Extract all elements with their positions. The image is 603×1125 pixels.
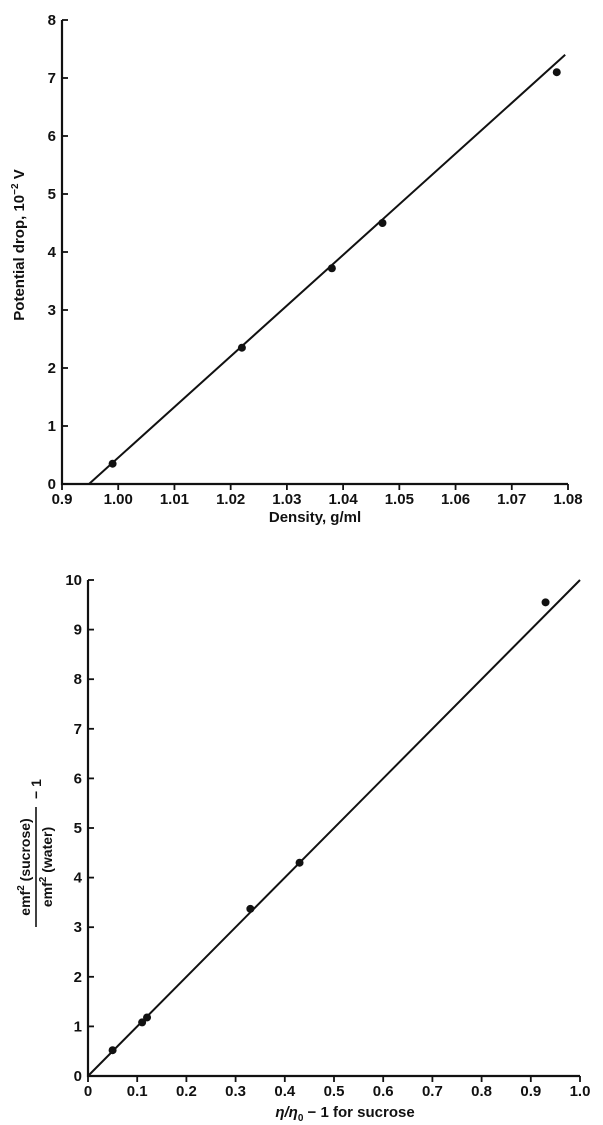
chart2-y-tick-label: 7: [74, 721, 82, 738]
chart1-x-tick-label: 1.07: [497, 491, 526, 508]
chart2-y-tick-label: 6: [74, 770, 82, 787]
chart1-y-tick-label: 7: [48, 70, 56, 87]
chart1-data-point: [327, 264, 336, 273]
chart2-x-tick-label: 0.7: [422, 1083, 443, 1100]
chart1-y-tick-label: 4: [48, 244, 57, 261]
chart2-x-axis-title: η/η0 − 1 for sucrose: [275, 1104, 414, 1124]
chart2-x-tick-label: 0.1: [127, 1083, 148, 1100]
chart2-data-point: [246, 904, 255, 913]
chart2-y-tick-label: 0: [74, 1068, 82, 1085]
chart1-x-tick-label: 1.03: [272, 491, 301, 508]
chart2-x-axis-title-subscript: 0: [298, 1113, 304, 1124]
chart1-y-tick-label: 8: [48, 12, 56, 29]
chart2-fit-line: [87, 579, 581, 1077]
chart2-y-tick-label: 9: [74, 622, 82, 639]
chart1-x-axis-title: Density, g/ml: [269, 509, 361, 526]
chart1-fit-line: [88, 54, 566, 485]
chart2-y-den-exponent: 2: [38, 876, 49, 882]
chart2-x-tick-label: 0.6: [373, 1083, 394, 1100]
chart-density-potential-drop: Density, g/ml Potential drop, 10−2 V 0 1 2…: [10, 12, 583, 526]
chart2-y-tick-label: 10: [65, 572, 82, 589]
chart2-x-tick-label: 0: [84, 1083, 92, 1100]
chart1-x-tick-label: 1.06: [441, 491, 470, 508]
chart2-y-num-exponent: 2: [16, 885, 27, 891]
chart1-x-tick-label: 1.01: [160, 491, 189, 508]
chart2-data-point: [295, 858, 304, 867]
chart1-y-axis-title-unit: V: [11, 169, 28, 183]
chart2-y-tick-label: 1: [74, 1018, 82, 1035]
chart2-x-axis-title-base: η/η: [275, 1104, 298, 1121]
chart2-data-point: [108, 1046, 117, 1055]
chart2-x-tick-label: 0.5: [324, 1083, 345, 1100]
chart2-y-num-base: emf: [17, 890, 33, 915]
chart2-x-tick-label: 1.0: [570, 1083, 591, 1100]
chart2-data-point: [143, 1013, 152, 1022]
chart2-y-tick-label: 4: [74, 870, 83, 887]
chart-viscosity-emf: η/η0 − 1 for sucrose emf2 (sucrose) emf2…: [16, 572, 590, 1124]
chart1-data-point: [378, 219, 387, 227]
chart2-y-num-rest: (sucrose): [17, 818, 33, 885]
chart2-y-axis-title: emf2 (sucrose) emf2 (water) − 1: [16, 779, 55, 927]
chart1-x-tick-label: 1.02: [216, 491, 245, 508]
chart1-x-tick-label: 1.08: [553, 491, 582, 508]
chart1-y-tick-label: 2: [48, 360, 56, 377]
chart1-y-axis-title: Potential drop, 10−2 V: [10, 169, 28, 320]
chart2-data-point: [541, 598, 550, 607]
chart2-y-tick-label: 8: [74, 671, 82, 688]
chart2-x-tick-label: 0.4: [274, 1083, 296, 1100]
chart1-x-tick-label: 0.9: [52, 491, 73, 508]
chart1-y-tick-label: 3: [48, 302, 56, 319]
chart2-y-tick-label: 5: [74, 820, 82, 837]
chart1-y-tick-label: 1: [48, 418, 56, 435]
chart1-data-point: [552, 68, 561, 77]
chart1-x-tick-label: 1.05: [385, 491, 414, 508]
chart2-x-tick-label: 0.9: [520, 1083, 541, 1100]
chart1-y-tick-label: 0: [48, 476, 56, 493]
chart1-x-tick-label: 1.04: [329, 491, 359, 508]
chart1-data-point: [237, 343, 246, 352]
chart2-x-axis-title-rest: − 1 for sucrose: [303, 1104, 414, 1121]
chart2-y-axis-title-denominator: emf2 (water): [38, 827, 55, 907]
chart1-y-tick-label: 5: [48, 186, 56, 203]
chart2-y-tick-label: 2: [74, 969, 82, 986]
chart2-data-point: [138, 1018, 147, 1027]
chart2-x-tick-label: 0.3: [225, 1083, 246, 1100]
chart2-y-tick-label: 3: [74, 919, 82, 936]
chart1-y-tick-label: 6: [48, 128, 56, 145]
chart1-axes: [60, 20, 568, 486]
chart1-x-tick-label: 1.00: [104, 491, 133, 508]
chart1-data-point: [108, 459, 117, 468]
chart2-y-axis-title-numerator: emf2 (sucrose): [16, 818, 33, 915]
chart2-y-den-base: emf: [39, 882, 55, 907]
chart2-x-tick-label: 0.8: [471, 1083, 492, 1100]
chart1-y-axis-title-exponent: −2: [10, 183, 21, 195]
chart2-x-tick-label: 0.2: [176, 1083, 197, 1100]
chart2-y-den-rest: (water): [39, 827, 55, 877]
chart1-y-axis-title-base: Potential drop, 10: [11, 195, 28, 321]
chart2-y-axis-title-minus-one: − 1: [28, 779, 44, 799]
